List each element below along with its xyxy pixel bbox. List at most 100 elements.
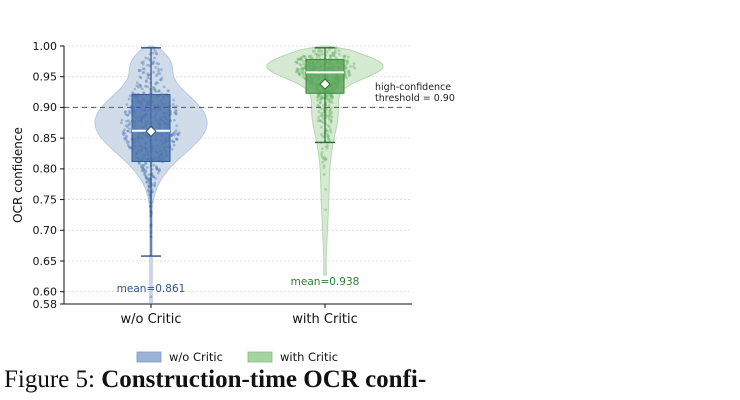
data-point	[144, 174, 148, 178]
x-tick-label-with-critic: with Critic	[292, 312, 358, 327]
data-point	[330, 96, 333, 100]
data-point	[147, 73, 151, 77]
data-point	[317, 94, 321, 98]
data-point	[140, 166, 144, 169]
data-point	[346, 61, 350, 64]
boxes	[131, 47, 345, 257]
data-point	[157, 68, 161, 71]
data-point	[141, 62, 145, 66]
data-point	[128, 94, 132, 98]
data-point	[157, 70, 160, 73]
data-point	[156, 81, 160, 85]
data-point	[348, 71, 351, 74]
data-point	[329, 54, 333, 57]
data-point	[158, 168, 162, 171]
data-point	[173, 133, 177, 137]
data-point	[352, 62, 356, 65]
data-point	[321, 135, 325, 138]
data-point	[167, 89, 170, 93]
data-point	[321, 115, 324, 119]
data-point	[327, 125, 331, 129]
data-point	[345, 66, 348, 69]
data-point	[170, 147, 174, 151]
data-point	[330, 115, 334, 119]
data-point	[326, 123, 330, 127]
data-point	[318, 94, 322, 97]
y-axis-label: OCR confidence	[11, 127, 25, 223]
data-point	[175, 137, 179, 141]
data-point	[331, 51, 335, 55]
data-point	[296, 69, 300, 73]
data-point	[124, 136, 128, 140]
data-point	[138, 75, 142, 79]
data-point	[319, 100, 322, 104]
data-point	[151, 61, 155, 65]
data-point	[323, 156, 327, 159]
threshold-label-line1: high-confidence	[375, 82, 451, 93]
data-point	[171, 131, 175, 135]
data-point	[324, 187, 327, 191]
violin-with-critic	[266, 45, 384, 276]
data-point	[147, 173, 151, 177]
data-point	[299, 63, 303, 67]
data-point	[294, 60, 297, 64]
data-point	[320, 147, 324, 151]
data-point	[317, 110, 321, 114]
y-tick-label: 0.85	[33, 132, 58, 145]
data-point	[135, 84, 139, 87]
data-point	[122, 130, 125, 133]
data-point	[137, 68, 141, 72]
data-point	[303, 63, 306, 67]
data-point	[328, 114, 332, 117]
data-point	[321, 95, 325, 98]
data-point	[144, 176, 148, 179]
data-point	[325, 147, 329, 150]
data-point	[176, 133, 180, 137]
data-point	[160, 68, 163, 72]
data-point	[349, 65, 352, 68]
data-point	[347, 69, 351, 73]
data-point	[326, 132, 329, 136]
data-point	[145, 166, 149, 169]
data-point	[141, 166, 145, 170]
data-point	[318, 119, 322, 122]
data-point	[319, 97, 323, 101]
data-point	[301, 67, 304, 71]
data-point	[302, 54, 306, 58]
data-point	[316, 119, 320, 123]
data-point	[331, 95, 335, 99]
data-point	[171, 132, 174, 136]
data-point	[170, 134, 174, 137]
data-point	[296, 58, 300, 61]
data-point	[318, 53, 322, 57]
data-point	[299, 67, 303, 71]
data-point	[139, 163, 143, 167]
data-point	[135, 81, 139, 85]
data-point	[328, 108, 332, 112]
data-point	[337, 52, 341, 56]
data-point	[155, 167, 159, 170]
data-point	[144, 170, 147, 174]
data-point	[123, 110, 127, 114]
mean-marker-with-critic	[319, 78, 331, 90]
y-tick-label: 1.00	[33, 40, 58, 53]
data-point	[123, 128, 126, 132]
data-point	[301, 66, 304, 70]
data-point	[166, 89, 170, 93]
data-point	[131, 91, 135, 95]
data-point	[172, 118, 176, 122]
data-point	[128, 146, 132, 150]
data-point	[137, 161, 141, 165]
data-point	[329, 55, 333, 59]
data-point	[322, 173, 326, 176]
data-point	[174, 112, 178, 115]
data-point	[157, 62, 161, 66]
data-point	[120, 118, 124, 122]
threshold-label-line2: threshold = 0.90	[375, 93, 455, 104]
mean-marker-wo-critic	[145, 125, 157, 138]
data-point	[320, 96, 323, 99]
data-point	[128, 123, 132, 126]
data-point	[126, 141, 129, 145]
data-point	[178, 131, 181, 135]
